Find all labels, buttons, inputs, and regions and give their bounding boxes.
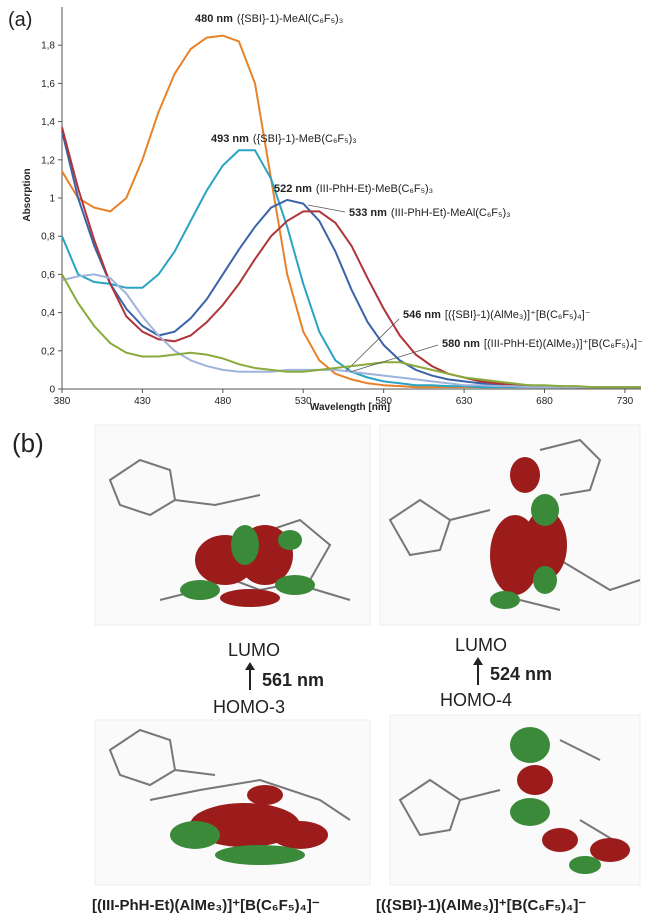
y-tick-label: 0,2 <box>41 346 55 357</box>
peak-label: 580 nm <box>442 338 480 350</box>
orbital-label: LUMO <box>455 635 507 655</box>
annotation: 480 nm ({SBI}-1)-MeAl(C₆F₅)₃ <box>195 13 343 25</box>
peak-label: 493 nm <box>211 133 249 145</box>
orbital-label: LUMO <box>228 640 280 660</box>
y-tick-label: 0,8 <box>41 232 55 243</box>
molecule-image <box>389 714 641 886</box>
peak-label: 522 nm <box>274 183 312 195</box>
peak-label: 546 nm <box>403 309 441 321</box>
molecule-image <box>379 424 641 626</box>
x-tick-label: 580 <box>375 396 392 407</box>
panel-label: (b) <box>12 428 44 458</box>
series-name: [({SBI}-1)(AlMe₃)]⁺[B(C₆F₅)₄]⁻ <box>445 309 591 321</box>
annotation: 533 nm (III-PhH-Et)-MeAl(C₆F₅)₃ <box>349 207 511 219</box>
y-tick-label: 1,2 <box>41 155 55 166</box>
leader-line <box>345 318 400 372</box>
caption: [({SBI}-1)(AlMe₃)]⁺[B(C₆F₅)₄]⁻ <box>376 897 586 914</box>
annotation: 493 nm ({SBI}-1)-MeB(C₆F₅)₃ <box>211 133 357 145</box>
panel-label: (a) <box>8 9 32 31</box>
y-tick-label: 1,6 <box>41 79 55 90</box>
transition-wavelength: 524 nm <box>490 664 552 684</box>
spectrum-line <box>61 273 641 389</box>
arrow-head <box>473 657 483 665</box>
orbital-label: HOMO-3 <box>213 697 285 717</box>
leader-line <box>307 204 346 213</box>
series-name: [(III-PhH-Et)(AlMe₃)]⁺[B(C₆F₅)₄]⁻ <box>484 338 643 350</box>
arrow-head <box>245 662 255 670</box>
y-tick-label: 0,4 <box>41 308 55 319</box>
series-name: ({SBI}-1)-MeB(C₆F₅)₃ <box>253 133 357 145</box>
x-tick-label: 680 <box>536 396 553 407</box>
y-tick-label: 0 <box>49 385 55 396</box>
molecule-image <box>94 424 371 626</box>
transition-wavelength: 561 nm <box>262 670 324 690</box>
molecule-image <box>94 719 371 886</box>
series-name: ({SBI}-1)-MeAl(C₆F₅)₃ <box>237 13 343 25</box>
x-axis-label: Wavelength [nm] <box>310 402 390 413</box>
peak-label: 533 nm <box>349 207 387 219</box>
peak-label: 480 nm <box>195 13 233 25</box>
x-tick-label: 480 <box>214 396 231 407</box>
series-name: (III-PhH-Et)-MeAl(C₆F₅)₃ <box>391 207 511 219</box>
y-tick-label: 1,4 <box>41 117 55 128</box>
annotation: 522 nm (III-PhH-Et)-MeB(C₆F₅)₃ <box>274 183 433 195</box>
y-tick-label: 1,8 <box>41 41 55 52</box>
x-tick-label: 430 <box>134 396 151 407</box>
x-tick-label: 380 <box>54 396 71 407</box>
series-name: (III-PhH-Et)-MeB(C₆F₅)₃ <box>316 183 433 195</box>
leader-line <box>349 344 439 373</box>
y-tick-label: 1 <box>49 194 55 205</box>
y-tick-label: 0,6 <box>41 270 55 281</box>
x-tick-label: 730 <box>617 396 634 407</box>
annotation: 580 nm [(III-PhH-Et)(AlMe₃)]⁺[B(C₆F₅)₄]⁻ <box>442 338 643 350</box>
x-tick-label: 530 <box>295 396 312 407</box>
x-tick-label: 630 <box>456 396 473 407</box>
y-axis-label: Absorption <box>22 168 33 221</box>
annotation: 546 nm [({SBI}-1)(AlMe₃)]⁺[B(C₆F₅)₄]⁻ <box>403 309 591 321</box>
orbital-label: HOMO-4 <box>440 690 512 710</box>
caption: [(III-PhH-Et)(AlMe₃)]⁺[B(C₆F₅)₄]⁻ <box>92 897 320 914</box>
